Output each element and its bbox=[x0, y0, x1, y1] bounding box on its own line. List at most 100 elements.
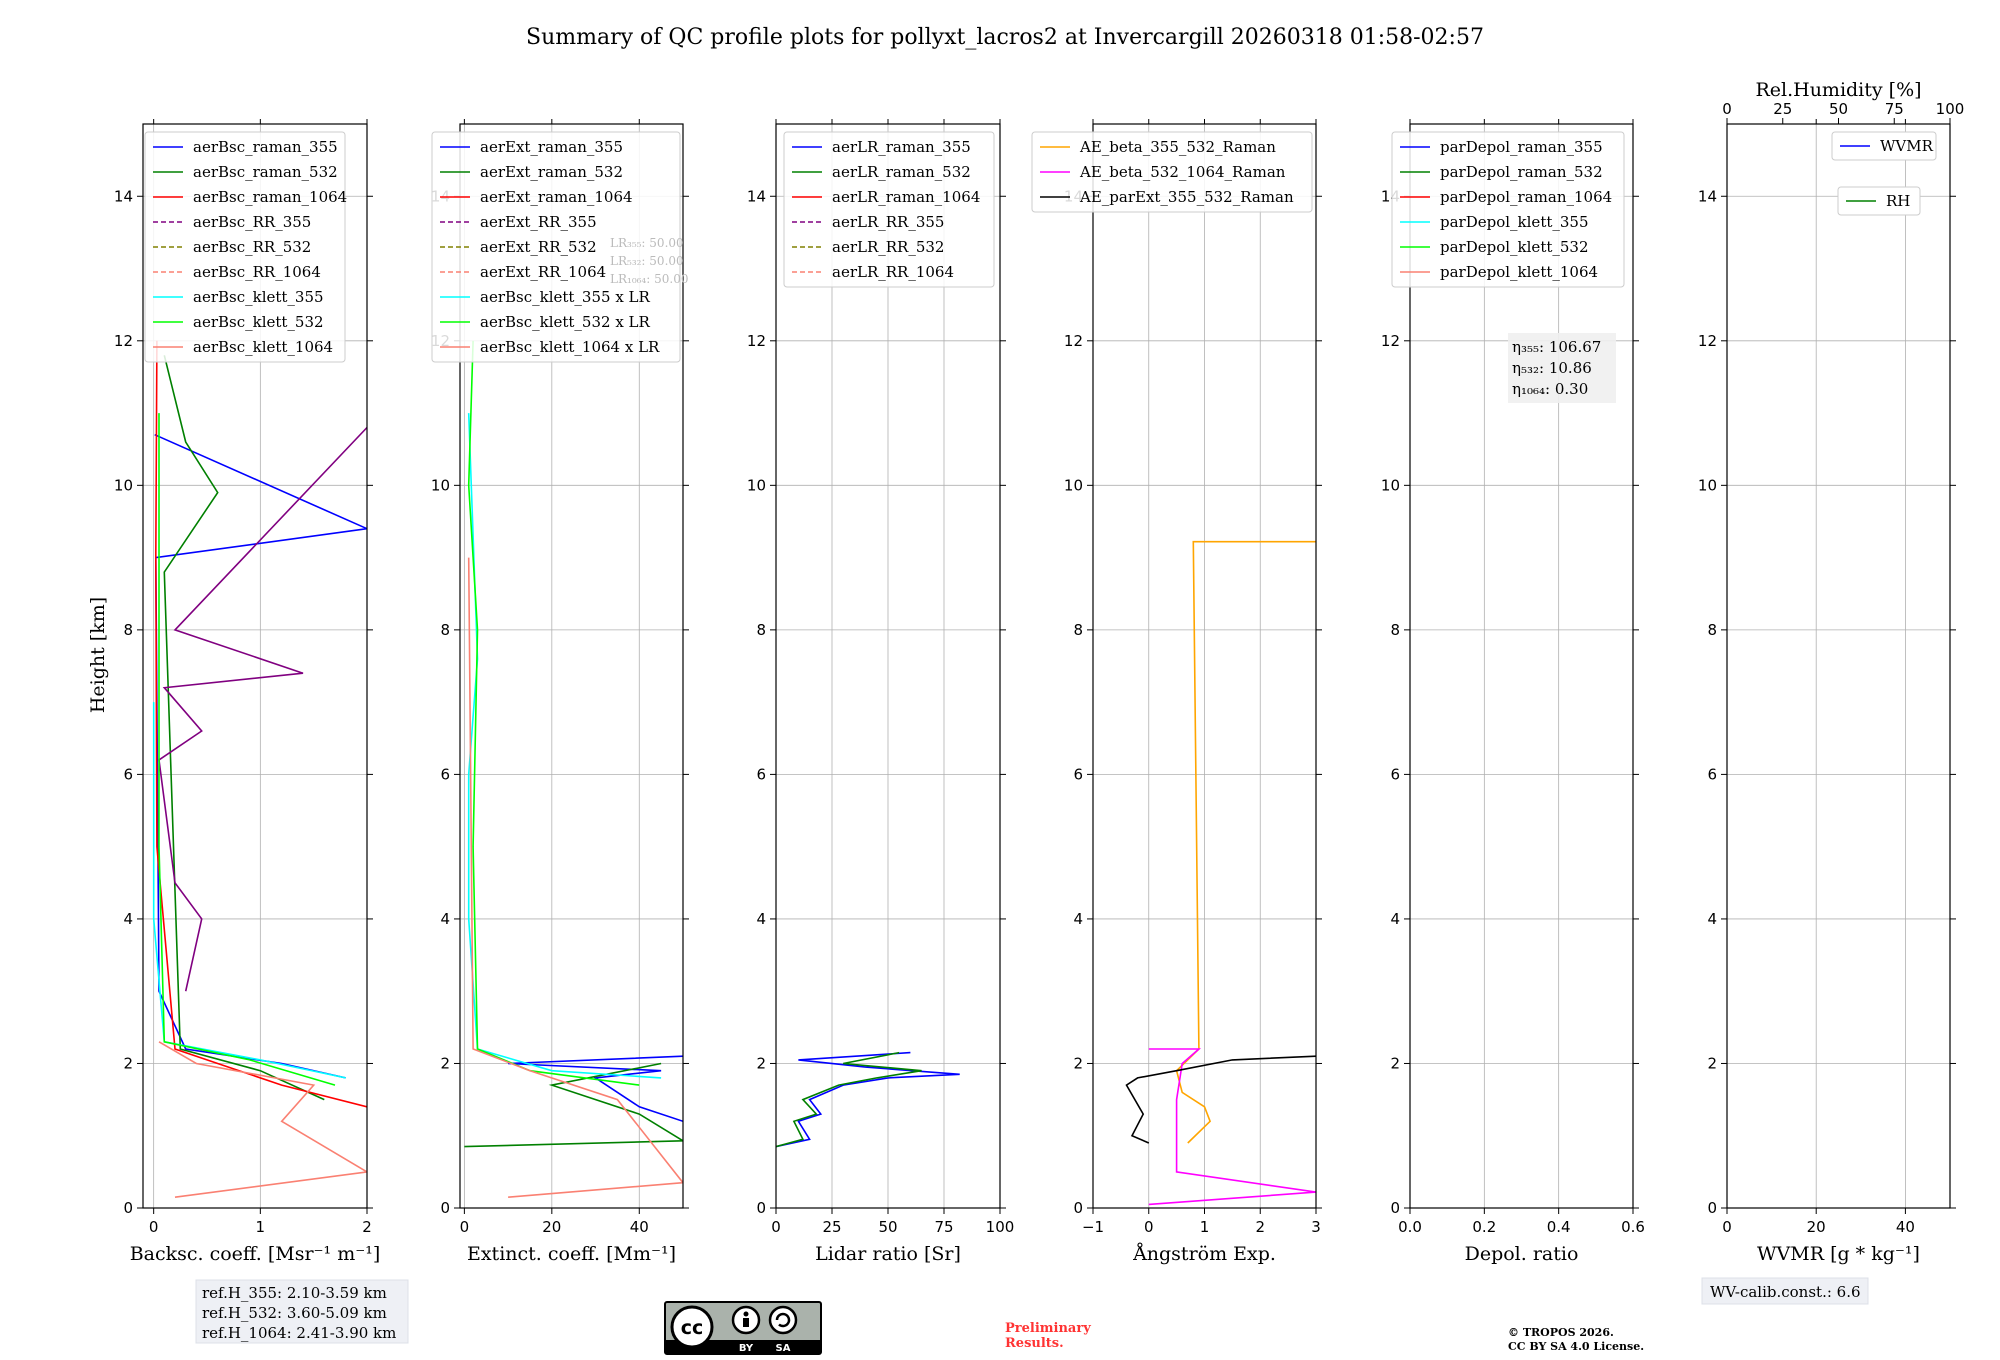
x-tick-label: 75 bbox=[934, 1218, 953, 1236]
legend: AE_beta_355_532_Raman AE_beta_532_1064_Ra… bbox=[1031, 131, 1313, 213]
panel-extinction: 0204002468101214Extinct. coeff. [Mm⁻¹]ae… bbox=[431, 119, 689, 1265]
eta-label: η₃₅₅: 106.67 bbox=[1512, 338, 1601, 356]
legend-label: parDepol_raman_532 bbox=[1440, 163, 1603, 181]
x-tick-label: 2 bbox=[1255, 1218, 1265, 1236]
x-axis-label: WVMR [g * kg⁻¹] bbox=[1757, 1243, 1920, 1265]
y-tick-label: 14 bbox=[114, 187, 133, 205]
panel-lidar_ratio: 0 25 50 75 100 0 2 4 6 8 10 12 14 Lidar ratio [Sr] aer… bbox=[747, 119, 1014, 1265]
y-tick-label: 6 bbox=[1707, 765, 1717, 783]
x-tick-label: 0.2 bbox=[1472, 1218, 1496, 1236]
lr-label: LR₅₃₂: 50.00 bbox=[610, 254, 684, 268]
legend-label: aerLR_raman_355 bbox=[832, 138, 971, 156]
x-tick-label: 100 bbox=[986, 1218, 1015, 1236]
y-tick-label: 8 bbox=[1073, 621, 1083, 639]
series-line-aerBsc_raman_355 bbox=[154, 433, 367, 1079]
x-tick-label: 40 bbox=[1896, 1218, 1915, 1236]
series-group bbox=[776, 1051, 960, 1148]
top-tick-label: 0 bbox=[1722, 100, 1732, 118]
x-tick-label: 0.6 bbox=[1621, 1218, 1645, 1236]
axes-frame bbox=[459, 123, 684, 1209]
y-tick-label: 0 bbox=[1390, 1199, 1400, 1217]
series-line-aerLR_raman_355 bbox=[776, 1051, 960, 1148]
y-tick-label: 6 bbox=[1073, 765, 1083, 783]
cc-by-label: BY bbox=[739, 1343, 754, 1354]
legend-label: aerBsc_klett_355 bbox=[193, 288, 324, 306]
y-tick-label: 10 bbox=[114, 476, 133, 494]
series-line-aerBsc_raman_1064 bbox=[154, 340, 367, 1108]
x-tick-label: 0 bbox=[149, 1218, 159, 1236]
x-tick-label: 50 bbox=[878, 1218, 897, 1236]
legend-label: aerBsc_klett_355 x LR bbox=[480, 288, 651, 306]
x-tick-label: 20 bbox=[542, 1218, 561, 1236]
series-group bbox=[152, 340, 367, 1198]
y-tick-label: 10 bbox=[431, 476, 450, 494]
series-line-aerBsc_klett_1064 bbox=[158, 1041, 367, 1198]
x-tick-label: 25 bbox=[822, 1218, 841, 1236]
preliminary-line-2: Results. bbox=[1005, 1336, 1064, 1351]
legend: parDepol_raman_355 parDepol_raman_532 parD… bbox=[1391, 131, 1625, 288]
legend-label: aerBsc_klett_1064 x LR bbox=[480, 338, 660, 356]
y-axis-label: Height [km] bbox=[87, 597, 109, 713]
top-tick-label: 25 bbox=[1773, 100, 1792, 118]
legend: aerExt_raman_355 aerExt_raman_532 aerExt_r… bbox=[431, 131, 681, 363]
y-tick-label: 8 bbox=[1390, 621, 1400, 639]
eta-label: η₅₃₂: 10.86 bbox=[1512, 359, 1592, 377]
y-tick-label: 10 bbox=[1698, 476, 1717, 494]
legend-label: aerExt_raman_1064 bbox=[480, 188, 633, 206]
x-tick-label: 2 bbox=[362, 1218, 372, 1236]
series-line-aerBsc_klett_532 bbox=[158, 413, 336, 1086]
x-axis-label: Lidar ratio [Sr] bbox=[815, 1243, 961, 1265]
y-tick-label: 12 bbox=[114, 332, 133, 350]
eta-label: η₁₀₆₄: 0.30 bbox=[1512, 380, 1588, 398]
top-axis-label: Rel.Humidity [%] bbox=[1755, 79, 1921, 101]
y-tick-label: 0 bbox=[1707, 1199, 1717, 1217]
legend-label: aerBsc_RR_355 bbox=[193, 213, 311, 231]
x-axis-label: Extinct. coeff. [Mm⁻¹] bbox=[467, 1243, 676, 1265]
cc-sa-label: SA bbox=[776, 1343, 791, 1354]
y-tick-label: 8 bbox=[756, 621, 766, 639]
legend-label: parDepol_klett_355 bbox=[1440, 213, 1589, 231]
legend-label: aerBsc_klett_1064 bbox=[193, 338, 333, 356]
y-tick-label: 2 bbox=[756, 1054, 766, 1072]
y-tick-label: 8 bbox=[440, 621, 450, 639]
x-tick-label: 0 bbox=[1722, 1218, 1732, 1236]
legend-label: aerLR_raman_1064 bbox=[832, 188, 980, 206]
legend: WVMR RH bbox=[1831, 131, 1937, 216]
ref-height-box: ref.H_355: 2.10-3.59 km ref.H_532: 3.60-… bbox=[195, 1279, 409, 1344]
legend-label: WVMR bbox=[1880, 137, 1934, 155]
legend-label: aerExt_raman_532 bbox=[480, 163, 623, 181]
y-tick-label: 6 bbox=[756, 765, 766, 783]
legend-label: aerLR_raman_532 bbox=[832, 163, 971, 181]
legend-label: aerBsc_klett_532 x LR bbox=[480, 313, 651, 331]
legend-label: parDepol_klett_1064 bbox=[1440, 263, 1598, 281]
y-tick-label: 12 bbox=[747, 332, 766, 350]
x-tick-label: 0 bbox=[460, 1218, 470, 1236]
y-tick-label: 14 bbox=[1698, 187, 1717, 205]
y-tick-label: 12 bbox=[1381, 332, 1400, 350]
y-tick-label: 0 bbox=[123, 1199, 133, 1217]
legend: aerLR_raman_355 aerLR_raman_532 aerLR_rama… bbox=[783, 131, 995, 288]
x-tick-label: 1 bbox=[256, 1218, 266, 1236]
legend-label: parDepol_raman_355 bbox=[1440, 138, 1603, 156]
y-tick-label: 4 bbox=[1707, 910, 1717, 928]
series-line-aerLR_raman_532 bbox=[776, 1051, 922, 1148]
y-tick-label: 2 bbox=[1707, 1054, 1717, 1072]
y-tick-label: 6 bbox=[440, 765, 450, 783]
x-tick-label: 0 bbox=[771, 1218, 781, 1236]
y-tick-label: 4 bbox=[440, 910, 450, 928]
legend-label: aerBsc_RR_1064 bbox=[193, 263, 321, 281]
ref-height-532: ref.H_532: 3.60-5.09 km bbox=[202, 1304, 387, 1322]
ref-height-1064: ref.H_1064: 2.41-3.90 km bbox=[202, 1324, 396, 1342]
legend-label: aerLR_RR_355 bbox=[832, 213, 944, 231]
series-line-AE_beta_532_1064_Raman bbox=[1148, 1048, 1316, 1206]
x-tick-label: 3 bbox=[1311, 1218, 1321, 1236]
x-tick-label: −1 bbox=[1082, 1218, 1104, 1236]
svg-text:cc: cc bbox=[681, 1317, 704, 1339]
y-tick-label: 4 bbox=[1390, 910, 1400, 928]
series-line-aerBsc_klett_1064 x LR bbox=[467, 557, 683, 1198]
y-tick-label: 4 bbox=[756, 910, 766, 928]
legend-label: aerExt_raman_355 bbox=[480, 138, 623, 156]
wv-calib-text: WV-calib.const.: 6.6 bbox=[1710, 1283, 1861, 1301]
